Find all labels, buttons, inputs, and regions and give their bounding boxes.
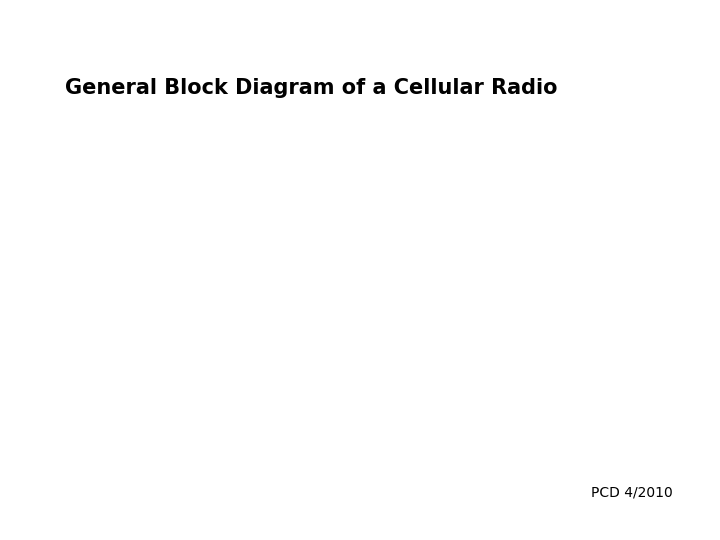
Text: General Block Diagram of a Cellular Radio: General Block Diagram of a Cellular Radi… (65, 78, 557, 98)
Text: PCD 4/2010: PCD 4/2010 (591, 485, 673, 500)
